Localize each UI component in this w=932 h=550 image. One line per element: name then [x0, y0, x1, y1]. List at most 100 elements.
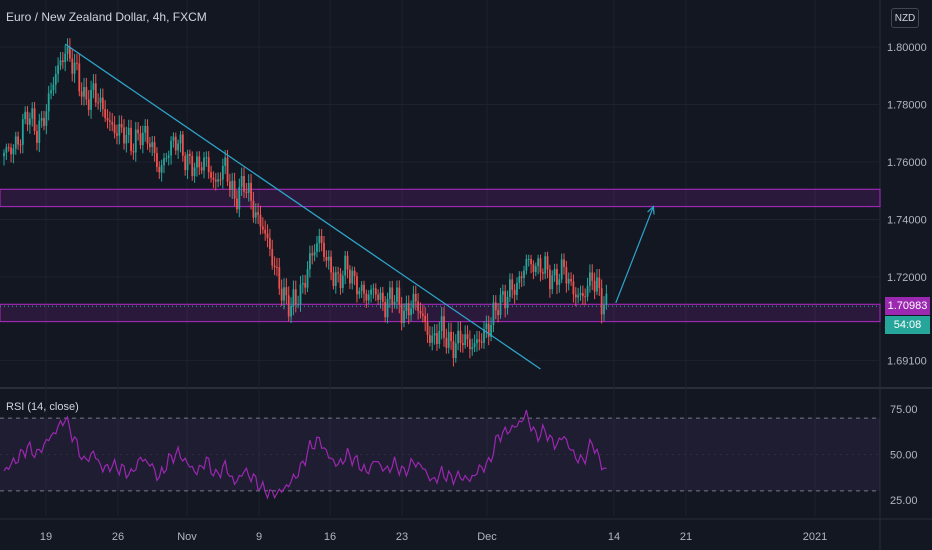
x-tick-label: 16 — [324, 531, 336, 543]
candle-down — [210, 172, 212, 178]
candle-down — [581, 293, 584, 297]
x-tick-label: 23 — [396, 531, 408, 543]
chart-title: Euro / New Zealand Dollar, 4h, FXCM — [6, 10, 207, 24]
candle-down — [374, 288, 377, 295]
candle-up — [476, 339, 478, 344]
candle-up — [403, 310, 405, 324]
support-resistance-zones — [0, 188, 881, 323]
last-price-tag: 1.70983 — [885, 297, 930, 316]
candle-up — [92, 83, 95, 90]
candle-up — [396, 287, 398, 302]
candle-down — [278, 267, 281, 289]
candle-up — [370, 289, 372, 295]
candle-up — [596, 277, 598, 292]
x-tick-label: 21 — [680, 531, 692, 543]
candle-up — [386, 298, 389, 318]
candle-down — [539, 258, 542, 273]
candle-down — [123, 127, 125, 144]
candle-down — [497, 310, 500, 316]
candle-down — [320, 235, 323, 243]
candle-down — [565, 267, 568, 284]
y-tick-label: 1.80000 — [887, 42, 927, 54]
candle-up — [447, 331, 450, 348]
candle-up — [125, 135, 128, 144]
candle-down — [200, 167, 203, 171]
price-zone — [0, 188, 881, 208]
candle-up — [499, 294, 502, 316]
candle-up — [473, 343, 476, 348]
candle-up — [534, 266, 537, 272]
candle-up — [31, 108, 34, 119]
candle-down — [174, 136, 177, 151]
candle-up — [367, 294, 370, 301]
candle-up — [518, 276, 521, 283]
candle-up — [412, 293, 415, 309]
projection-arrow — [615, 206, 654, 304]
candle-up — [431, 335, 434, 343]
candle-down — [600, 288, 603, 315]
candle-up — [306, 269, 309, 288]
candle-down — [139, 133, 142, 146]
candle-up — [24, 111, 27, 120]
candle-down — [106, 118, 109, 121]
candle-down — [191, 155, 194, 177]
candle-up — [3, 152, 5, 157]
candle-up — [45, 111, 48, 126]
candle-up — [490, 324, 492, 337]
candle-up — [501, 291, 504, 295]
price-zone — [0, 303, 881, 323]
candle-up — [151, 142, 154, 148]
candle-down — [337, 272, 340, 274]
candle-down — [468, 339, 471, 350]
candle-up — [221, 165, 224, 180]
candle-up — [508, 279, 511, 297]
candle-down — [407, 303, 410, 316]
candle-up — [127, 127, 130, 136]
candle-down — [584, 296, 587, 298]
trendline — [64, 43, 541, 370]
candle-up — [297, 304, 300, 306]
candle-down — [78, 63, 81, 92]
candle-down — [214, 179, 217, 182]
candle-up — [141, 132, 144, 146]
rsi-pane — [0, 409, 880, 500]
candle-up — [59, 60, 62, 66]
candle-down — [356, 276, 358, 295]
candle-down — [236, 198, 238, 210]
candle-up — [240, 176, 243, 187]
candle-up — [454, 343, 457, 359]
candle-up — [14, 136, 17, 149]
candle-down — [332, 272, 335, 286]
candle-up — [54, 74, 57, 85]
candle-up — [553, 269, 556, 276]
candle-up — [358, 290, 361, 295]
candle-down — [414, 293, 417, 302]
candle-down — [153, 142, 156, 154]
candle-up — [172, 136, 175, 141]
currency-button[interactable]: NZD — [891, 8, 919, 28]
candle-down — [198, 156, 201, 168]
candle-down — [181, 134, 184, 156]
candle-down — [556, 269, 558, 285]
candle-down — [563, 259, 565, 268]
candle-up — [38, 120, 41, 143]
candle-down — [365, 293, 368, 301]
candle-down — [207, 157, 210, 173]
candle-up — [516, 282, 518, 295]
candle-up — [40, 118, 43, 121]
candle-up — [99, 97, 102, 103]
candle-up — [5, 147, 8, 153]
x-tick-label: Nov — [177, 531, 197, 543]
y-tick-label: 1.74000 — [887, 215, 927, 227]
rsi-indicator-label[interactable]: RSI (14, close) — [6, 401, 79, 413]
candle-down — [591, 272, 594, 281]
candle-down — [233, 180, 236, 199]
candle-down — [593, 280, 596, 292]
candle-up — [492, 302, 495, 325]
candle-up — [179, 134, 182, 144]
candle-down — [132, 151, 135, 153]
candle-down — [113, 124, 116, 134]
y-tick-label: 1.72000 — [887, 272, 927, 284]
candle-up — [360, 284, 363, 291]
